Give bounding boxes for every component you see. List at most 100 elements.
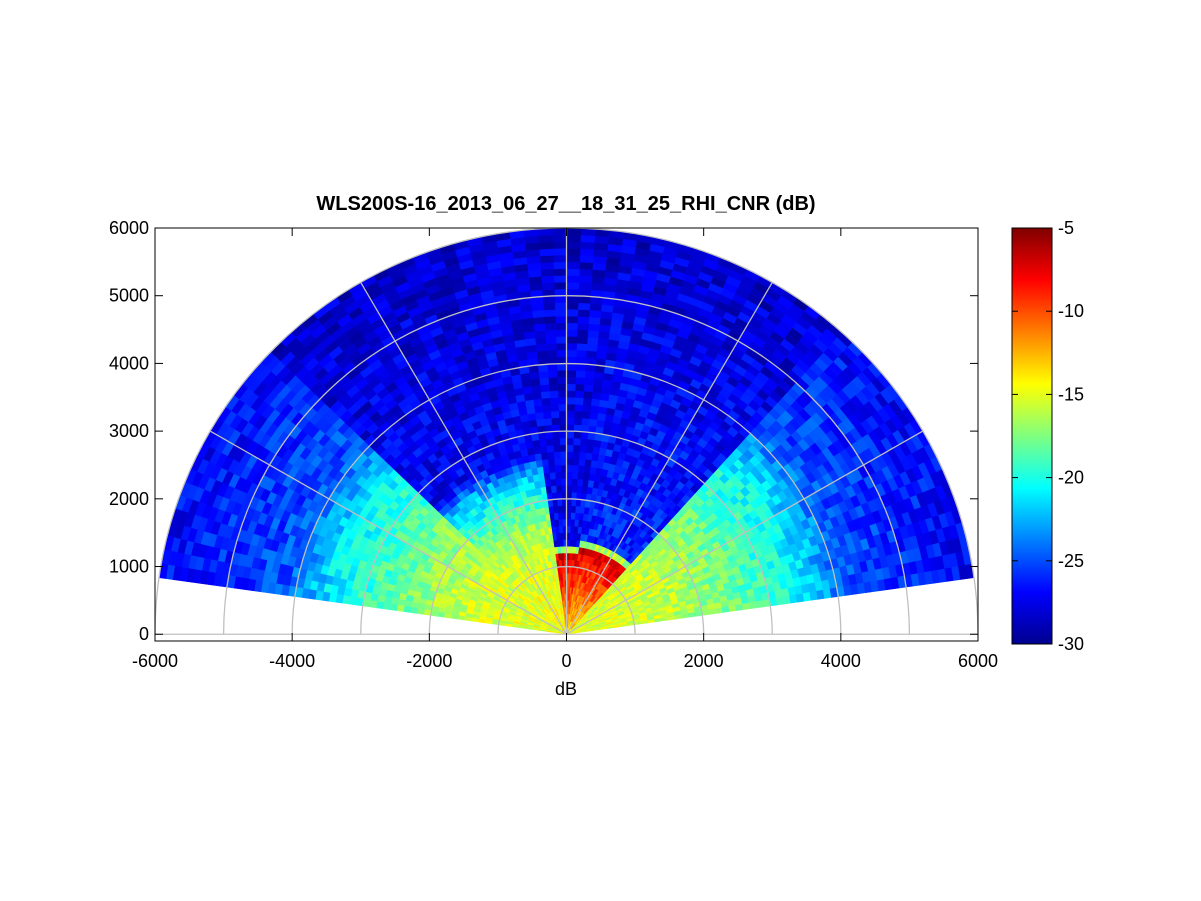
heatmap-cell [550, 485, 557, 494]
heatmap-cell [583, 377, 595, 386]
heatmap-cell [573, 430, 582, 439]
x-tick-label: -6000 [132, 651, 178, 671]
heatmap-cell [546, 356, 558, 365]
heatmap-cell [577, 302, 591, 311]
x-axis-label: dB [555, 679, 577, 699]
heatmap-cell [574, 390, 584, 399]
heatmap-cell [590, 459, 598, 468]
heatmap-cell [585, 350, 597, 359]
heatmap-cell [584, 452, 593, 461]
heatmap-cell [548, 376, 558, 385]
heatmap-cell [569, 525, 575, 534]
heatmap-cell [534, 336, 547, 345]
heatmap-cell [533, 330, 546, 339]
colorbar-tick-label: -10 [1058, 301, 1084, 321]
heatmap-cell [555, 478, 562, 486]
heatmap-cell [528, 275, 542, 285]
heatmap-cell [561, 505, 567, 513]
x-tick-label: -2000 [406, 651, 452, 671]
heatmap-cell [556, 369, 567, 378]
heatmap-cell [574, 505, 581, 514]
heatmap-cell [437, 611, 446, 618]
heatmap-cell [540, 452, 549, 461]
heatmap-cell [561, 491, 567, 500]
heatmap-cell [584, 458, 592, 467]
heatmap-cell [591, 275, 605, 285]
heatmap-cell [577, 309, 590, 318]
heatmap-cell [581, 479, 589, 488]
y-tick-label: 1000 [109, 557, 149, 577]
heatmap-cell [389, 603, 398, 611]
heatmap-cell [536, 350, 548, 359]
heatmap-cell [576, 343, 588, 351]
x-tick-label: 6000 [958, 651, 998, 671]
heatmap-cell [572, 458, 580, 466]
heatmap-cell [571, 464, 579, 473]
heatmap-cell [566, 437, 574, 446]
heatmap-cell [551, 424, 560, 432]
heatmap-cell [571, 491, 577, 500]
heatmap-cell [566, 444, 574, 452]
heatmap-cell [566, 369, 577, 378]
heatmap-cell [578, 282, 592, 291]
heatmap-cell [586, 438, 595, 447]
heatmap-cell [588, 418, 598, 427]
heatmap-cell [584, 370, 595, 379]
heatmap-cell [566, 363, 577, 371]
heatmap-cell [544, 322, 556, 331]
heatmap-cell [566, 329, 578, 337]
heatmap-cell [573, 417, 583, 426]
x-tick-label: 0 [561, 651, 571, 671]
heatmap-cell [566, 288, 579, 297]
heatmap-cell [566, 410, 575, 418]
heatmap-cell [589, 405, 600, 414]
x-tick-label: -4000 [269, 651, 315, 671]
heatmap-cell [592, 378, 604, 387]
heatmap-cell [566, 261, 580, 270]
heatmap-cell [570, 505, 576, 513]
heatmap-cell [566, 471, 573, 479]
heatmap-cell [547, 370, 558, 378]
heatmap-cell [538, 370, 549, 379]
heatmap-cell [588, 309, 602, 319]
heatmap-cell [586, 343, 598, 352]
heatmap-cell [538, 234, 553, 243]
heatmap-cell [556, 363, 567, 371]
heatmap-cell [580, 234, 595, 243]
heatmap-cell [591, 446, 601, 455]
y-tick-label: 5000 [109, 286, 149, 306]
heatmap-cell [570, 512, 576, 520]
heatmap-cell [555, 342, 567, 351]
heatmap-cell [551, 228, 567, 236]
heatmap-cell [591, 452, 599, 462]
radial-spoke [566, 430, 924, 635]
heatmap-cell [582, 397, 592, 406]
heatmap-cell [382, 602, 392, 611]
heatmap-cell [554, 464, 562, 473]
heatmap-cell [556, 356, 567, 364]
heatmap-cell [566, 275, 580, 283]
heatmap-cell [533, 323, 546, 332]
heatmap-cell [539, 261, 554, 270]
heatmap-cell [566, 349, 577, 358]
heatmap-cell [548, 383, 559, 392]
heatmap-cell [586, 336, 599, 345]
heatmap-cell [566, 248, 581, 256]
radial-spoke [565, 282, 773, 635]
heatmap-cell [546, 349, 557, 358]
heatmap-cell [587, 323, 600, 332]
heatmap-cell [553, 261, 567, 270]
heatmap-cell [581, 485, 588, 494]
heatmap-cell [566, 457, 573, 466]
heatmap-cell [566, 451, 574, 459]
y-tick-label: 2000 [109, 489, 149, 509]
heatmap-cell [581, 411, 591, 420]
x-tick-label: 4000 [821, 651, 861, 671]
heatmap-cell [579, 248, 595, 257]
heatmap-cell [546, 451, 555, 460]
heatmap-cell [554, 295, 567, 303]
heatmap-cell [566, 376, 576, 385]
heatmap-cell [566, 295, 579, 303]
radial-spoke [360, 282, 568, 635]
heatmap-cell [543, 309, 556, 318]
